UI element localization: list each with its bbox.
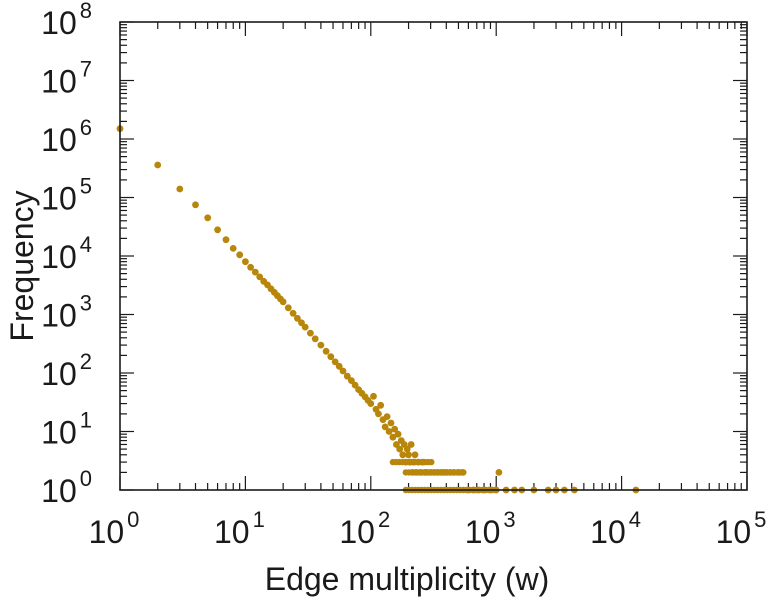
data-point — [279, 298, 287, 306]
data-point — [377, 401, 385, 409]
data-point — [339, 367, 347, 375]
x-tick-label: 10 3 — [465, 507, 516, 550]
data-point — [367, 400, 375, 407]
data-point — [419, 458, 427, 466]
x-tick-label: 10 5 — [716, 507, 767, 550]
data-point — [317, 341, 325, 349]
data-point — [301, 323, 309, 331]
data-point — [375, 410, 382, 418]
y-tick-label: 10 4 — [41, 232, 92, 275]
data-point — [370, 392, 377, 400]
data-point — [307, 329, 314, 337]
data-point — [391, 425, 399, 433]
data-point — [229, 245, 237, 252]
plot-frame — [119, 21, 748, 491]
data-point — [385, 428, 393, 435]
data-point — [311, 335, 319, 343]
y-tick-label: 10 1 — [41, 408, 92, 451]
data-point — [405, 451, 412, 459]
tick-labels: 10 0 10 1 10 2 10 3 10 4 10 5 10 0 10 1 10 2 10 3 10 4 10 5 10 6 1… — [41, 0, 766, 550]
data-point — [176, 185, 184, 193]
data-point — [222, 236, 230, 244]
data-point — [256, 273, 264, 281]
data-point — [399, 451, 407, 459]
y-tick-label: 10 7 — [41, 57, 92, 100]
y-tick-label: 10 8 — [41, 0, 92, 41]
data-point — [428, 458, 435, 466]
data-point — [343, 372, 351, 380]
data-point — [394, 430, 402, 438]
x-tick-label: 10 1 — [214, 507, 265, 550]
data-point — [154, 161, 162, 169]
data-point — [322, 347, 330, 355]
data-points — [116, 125, 640, 494]
data-point — [407, 441, 415, 448]
data-point — [387, 419, 395, 427]
data-point — [284, 304, 292, 312]
y-tick-label: 10 6 — [41, 115, 92, 158]
data-point — [348, 377, 355, 384]
data-point — [335, 362, 343, 370]
data-point — [204, 214, 212, 222]
y-axis-title: Frequency — [4, 190, 40, 341]
data-point — [495, 469, 503, 476]
data-point — [383, 413, 391, 420]
y-tick-label: 10 3 — [41, 291, 92, 334]
data-point — [289, 309, 297, 317]
data-point — [381, 423, 389, 431]
axis-ticks — [119, 21, 748, 491]
data-point — [214, 226, 222, 234]
y-tick-label: 10 2 — [41, 349, 92, 392]
data-point — [411, 451, 419, 459]
x-tick-label: 10 0 — [89, 507, 140, 550]
x-tick-label: 10 2 — [339, 507, 390, 550]
data-point — [327, 353, 335, 361]
data-point — [389, 433, 397, 441]
data-point — [242, 258, 249, 266]
data-point — [192, 201, 199, 209]
data-point — [403, 445, 411, 453]
data-point — [251, 268, 259, 276]
data-point — [331, 358, 339, 366]
data-point — [410, 458, 418, 466]
x-axis-title: Edge multiplicity (w) — [265, 561, 550, 597]
y-tick-label: 10 5 — [41, 174, 92, 217]
data-point — [236, 251, 244, 259]
y-tick-label: 10 0 — [41, 466, 92, 509]
data-point — [294, 314, 301, 322]
data-point — [247, 263, 255, 271]
data-point — [396, 445, 404, 453]
data-point — [459, 469, 466, 476]
x-tick-label: 10 4 — [590, 507, 641, 550]
